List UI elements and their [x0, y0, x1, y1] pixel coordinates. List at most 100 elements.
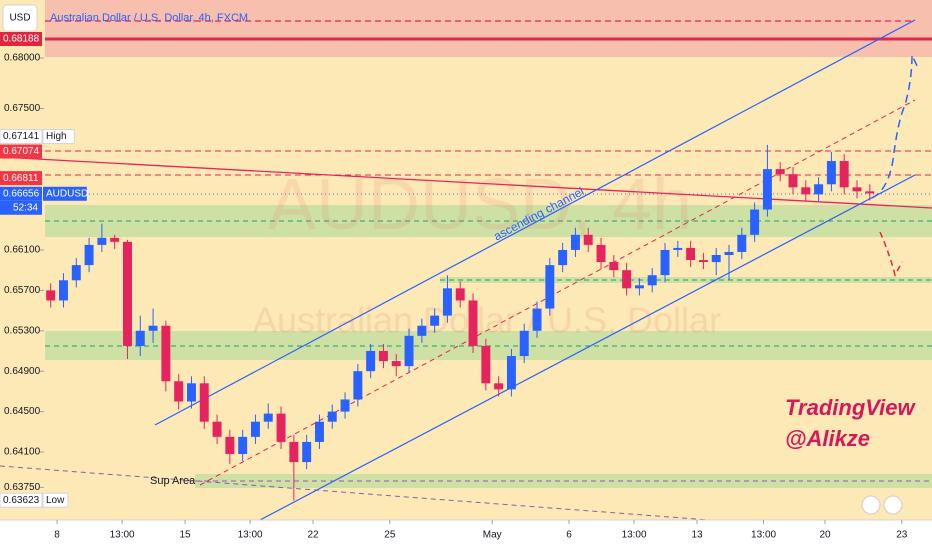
candle-body: [596, 244, 606, 263]
candle-body: [174, 381, 184, 402]
price-tag: High: [46, 131, 67, 142]
y-tick-label: 0.67500: [4, 103, 41, 114]
candles: [46, 144, 875, 501]
candle-body: [186, 383, 196, 402]
candle-body: [135, 330, 145, 346]
y-tick-label: 0.64900: [4, 366, 41, 377]
candle-body: [148, 325, 158, 331]
candle-body: [506, 356, 516, 390]
candle-body: [775, 169, 785, 175]
candle-body: [97, 237, 107, 245]
candle-body: [404, 335, 414, 367]
price-tag: AUDUSD: [46, 188, 88, 199]
x-tick-label: 25: [384, 530, 396, 541]
author-label: TradingView: [785, 395, 916, 420]
currency-button[interactable]: [2, 4, 38, 32]
candle-body: [59, 280, 68, 301]
candle-body: [839, 161, 849, 188]
x-tick-label: 13:00: [751, 530, 776, 541]
y-tick-label: 0.66100: [4, 245, 41, 256]
candle-body: [455, 288, 465, 301]
candle-body: [558, 249, 568, 266]
candle-body: [609, 262, 619, 271]
candle-body: [634, 285, 644, 289]
x-tick-label: 23: [896, 530, 908, 541]
price-label: 0.67141: [3, 131, 40, 142]
watermark-symbol: AUDUSD, 4h: [268, 165, 692, 245]
channel-lower: [259, 174, 916, 521]
candle-body: [442, 288, 452, 316]
projection-up: [871, 54, 919, 199]
x-tick-label: May: [483, 530, 502, 541]
candle-body: [353, 371, 363, 400]
candle-body: [865, 191, 875, 194]
candle-body: [276, 413, 286, 442]
x-tick-label: 6: [566, 530, 572, 541]
support-label: Sup Area: [150, 475, 196, 487]
candle-body: [481, 345, 491, 384]
candle-body: [673, 247, 683, 250]
price-label-box: [0, 171, 42, 186]
candle-body: [801, 187, 811, 195]
candle-body: [71, 265, 81, 281]
candle-body: [826, 161, 836, 185]
x-tick-label: 15: [180, 530, 192, 541]
price-label: 0.68188: [3, 34, 40, 45]
x-tick-label: 8: [54, 530, 60, 541]
candle-body: [647, 275, 657, 286]
icon[interactable]: [883, 495, 903, 515]
candle-body: [762, 169, 772, 210]
candle-body: [532, 308, 542, 331]
candle-body: [122, 241, 132, 346]
candle-body: [698, 260, 708, 263]
price-tag-box: [43, 186, 87, 201]
candle-body: [622, 270, 632, 289]
price-label-box: [0, 144, 42, 159]
price-label-box: [0, 492, 43, 508]
x-tick-label: 13:00: [622, 530, 647, 541]
candle-body: [788, 174, 798, 188]
price-label: 0.67074: [3, 146, 40, 157]
x-tick-label: 13:00: [110, 530, 135, 541]
y-tick-label: 0.68000: [4, 53, 41, 64]
candle-body: [238, 436, 248, 455]
candle-body: [250, 421, 260, 437]
watermark: AUDUSD, 4h Australian Dollar / U.S. Doll…: [253, 165, 721, 341]
candle-body: [340, 399, 350, 412]
candle-body: [302, 441, 312, 463]
candle-body: [314, 421, 324, 442]
currency: USD: [9, 13, 30, 24]
candle-body: [366, 350, 376, 372]
price-label-box: [0, 129, 43, 145]
candle-body: [519, 330, 529, 357]
demand-zone: [195, 474, 932, 488]
candle-body: [263, 413, 273, 422]
y-tick-label: 0.64500: [4, 406, 41, 417]
candle-body: [660, 249, 670, 276]
chart-title: Australian Dollar / U.S. Dollar, 4h, FXC…: [50, 12, 248, 24]
icon[interactable]: [861, 495, 881, 515]
candle-body: [417, 325, 427, 336]
candle-body: [199, 383, 209, 422]
watermark-name: Australian Dollar / U.S. Dollar: [253, 300, 721, 341]
price-tag: Low: [46, 495, 65, 506]
x-tick-label: 20: [819, 530, 831, 541]
y-tick-label: 0.63750: [4, 482, 41, 493]
candle-body: [430, 315, 440, 326]
candle-body: [161, 325, 171, 382]
y-tick-label: 0.65300: [4, 325, 41, 336]
candle-body: [212, 421, 222, 437]
price-tag-box: [42, 492, 69, 508]
candle-body: [468, 300, 478, 346]
trendline: [0, 156, 932, 209]
candle-body: [289, 441, 299, 463]
author-label: @Alikze: [785, 426, 870, 451]
price-tag-box: [42, 129, 75, 145]
y-tick-label: 0.64100: [4, 447, 41, 458]
countdown-box: [0, 200, 42, 215]
price-label-box: [0, 186, 42, 201]
candle-body: [84, 244, 94, 266]
candle-body: [852, 187, 862, 192]
